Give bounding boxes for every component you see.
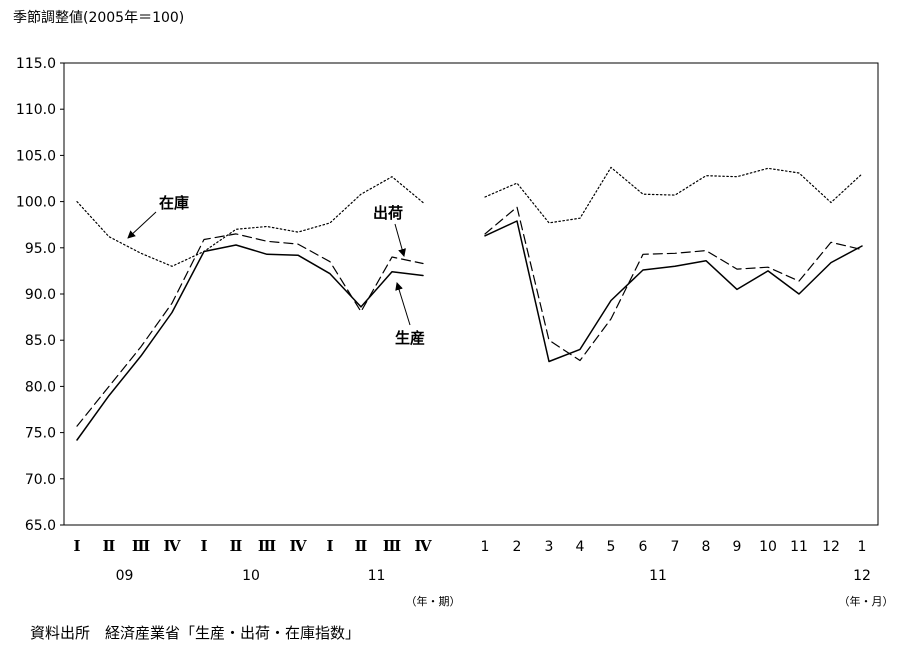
x-tick-label: 1 xyxy=(481,539,490,555)
x-tick-label: 7 xyxy=(671,539,680,555)
x-tick-label: 8 xyxy=(702,539,711,555)
year-label: 09 xyxy=(116,568,134,584)
source-note: 資料出所 経済産業省「生産・出荷・在庫指数」 xyxy=(30,624,360,642)
series-line-dashed-monthly xyxy=(484,206,863,362)
y-tick-label: 105.0 xyxy=(16,148,56,164)
y-tick-label: 75.0 xyxy=(25,426,56,442)
annotation-label: 生産 xyxy=(395,329,425,347)
y-tick-label: 95.0 xyxy=(25,241,56,257)
y-tick-label: 70.0 xyxy=(25,472,56,488)
x-tick-label: 5 xyxy=(607,539,616,555)
x-tick-label: 10 xyxy=(759,539,777,555)
x-tick-label: 4 xyxy=(576,539,585,555)
y-tick-label: 100.0 xyxy=(16,195,56,211)
y-tick-label: 90.0 xyxy=(25,287,56,303)
chart-title: 季節調整値(2005年＝100) xyxy=(13,9,184,26)
x-tick-label: Ⅲ xyxy=(132,537,150,555)
series-line-solid-monthly xyxy=(484,220,863,363)
series-line-dotted-monthly xyxy=(484,166,863,224)
y-axis: 65.0 70.0 75.0 80.0 85.0 90.0 95.0 100.0 105.0 11… xyxy=(16,56,64,534)
series-line-dashed-quarterly xyxy=(76,233,424,427)
x-tick-label: Ⅳ xyxy=(163,537,181,555)
x-tick-label: Ⅲ xyxy=(258,537,276,555)
plot-frame xyxy=(63,62,879,526)
x-tick-label: 11 xyxy=(790,539,808,555)
series-line-dotted-quarterly xyxy=(76,176,424,267)
x-unit-label: （年・期） xyxy=(406,594,461,608)
x-tick-label: 9 xyxy=(733,539,742,555)
x-tick-label: Ⅳ xyxy=(289,537,307,555)
annotation-label: 在庫 xyxy=(159,194,189,212)
series-line-solid-quarterly xyxy=(76,244,424,441)
x-tick-label: Ⅰ xyxy=(73,537,80,555)
x-tick-label: 3 xyxy=(545,539,554,555)
x-tick-label: Ⅲ xyxy=(383,537,401,555)
x-tick-label: Ⅰ xyxy=(326,537,333,555)
x-tick-label: Ⅱ xyxy=(355,537,368,555)
plot-area xyxy=(63,62,879,526)
x-tick-label: 1 xyxy=(858,539,867,555)
x-tick-label: 6 xyxy=(639,539,648,555)
y-tick-label: 65.0 xyxy=(25,518,56,534)
x-unit-label: （年・月） xyxy=(839,594,894,608)
y-tick-label: 80.0 xyxy=(25,379,56,395)
x-tick-label: Ⅱ xyxy=(230,537,243,555)
x-tick-label: 12 xyxy=(822,539,840,555)
x-tick-label: Ⅳ xyxy=(414,537,432,555)
year-label: 12 xyxy=(853,568,871,584)
x-tick-label: Ⅱ xyxy=(103,537,116,555)
year-label: 11 xyxy=(368,568,386,584)
annotation-arrow xyxy=(394,223,406,257)
y-tick-label: 115.0 xyxy=(16,56,56,72)
x-tick-label: 2 xyxy=(513,539,522,555)
annotation-arrow xyxy=(127,211,157,239)
y-tick-label: 110.0 xyxy=(16,102,56,118)
year-label: 11 xyxy=(649,568,667,584)
annotation-label: 出荷 xyxy=(373,204,403,222)
year-label: 10 xyxy=(242,568,260,584)
annotation-arrow xyxy=(395,282,411,326)
y-tick-label: 85.0 xyxy=(25,333,56,349)
x-tick-label: Ⅰ xyxy=(200,537,207,555)
